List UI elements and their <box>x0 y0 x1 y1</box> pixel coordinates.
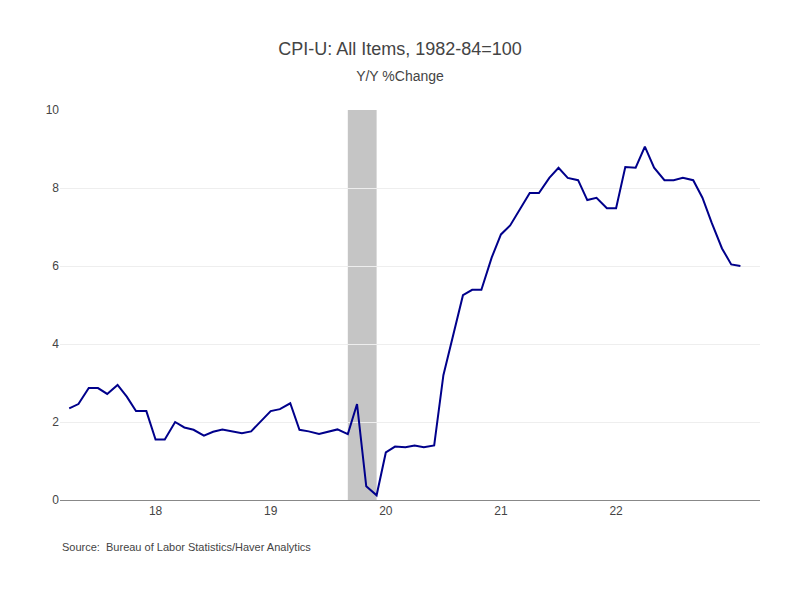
svg-text:2: 2 <box>52 415 59 429</box>
svg-text:19: 19 <box>264 504 278 518</box>
svg-text:20: 20 <box>379 504 393 518</box>
svg-text:10: 10 <box>46 103 60 117</box>
svg-text:4: 4 <box>52 337 59 351</box>
svg-text:18: 18 <box>149 504 163 518</box>
svg-text:8: 8 <box>52 181 59 195</box>
svg-text:22: 22 <box>609 504 623 518</box>
svg-text:Source: Bureau of Labor Stati: Source: Bureau of Labor Statistics/Haver… <box>62 541 311 553</box>
svg-text:21: 21 <box>494 504 508 518</box>
svg-text:CPI-U: All Items, 1982-84=100: CPI-U: All Items, 1982-84=100 <box>278 39 522 59</box>
svg-text:6: 6 <box>52 259 59 273</box>
svg-text:0: 0 <box>52 493 59 507</box>
svg-text:Y/Y %Change: Y/Y %Change <box>356 68 444 84</box>
